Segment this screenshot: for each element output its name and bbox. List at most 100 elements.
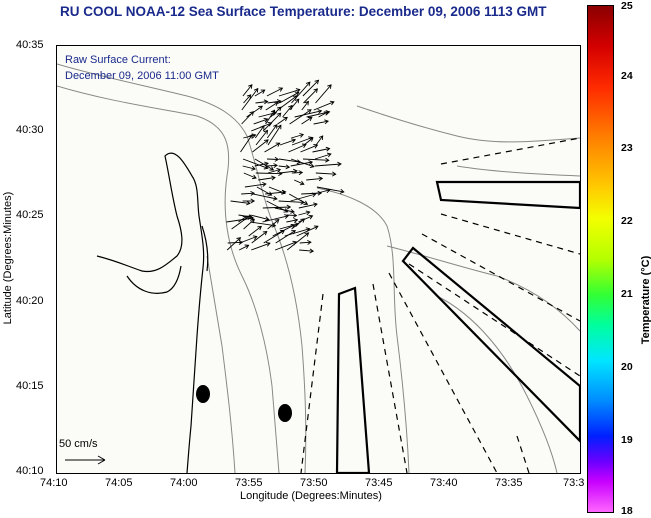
map-plot-area: Raw Surface Current: December 09, 2006 1… — [56, 45, 581, 474]
y-tick-label: 40:35 — [16, 39, 44, 51]
contour-line — [57, 63, 307, 473]
current-vector-head — [263, 99, 269, 105]
current-vector — [258, 177, 276, 181]
current-vector-head — [325, 146, 331, 152]
current-vector-head — [278, 171, 283, 176]
colorbar-tick: 19 — [621, 434, 633, 446]
current-vector-head — [304, 232, 310, 237]
current-vector-head — [246, 94, 252, 99]
region-polygon — [435, 180, 580, 210]
region-polygon — [335, 286, 371, 473]
radial-line — [408, 263, 580, 377]
current-vector — [298, 211, 310, 216]
current-vector-head — [299, 180, 305, 186]
current-vector-head — [252, 235, 258, 240]
x-tick-label: 73:35 — [495, 477, 523, 489]
current-vector — [255, 130, 268, 146]
current-vector-head — [251, 165, 256, 171]
current-vector — [306, 177, 323, 181]
current-vector-head — [309, 248, 315, 254]
current-vector-head — [250, 190, 255, 196]
current-vector-head — [245, 215, 251, 220]
coastline-hook — [201, 225, 209, 272]
radial-line — [516, 435, 530, 473]
current-vector — [250, 221, 276, 227]
current-vector — [265, 191, 286, 195]
current-vector-head — [269, 166, 275, 171]
current-vector — [299, 241, 311, 244]
current-vector — [270, 106, 282, 118]
current-vector — [262, 206, 291, 209]
current-vector — [299, 249, 314, 252]
current-vector-head — [308, 214, 314, 220]
current-vector — [266, 164, 278, 167]
current-vector-head — [248, 134, 253, 139]
current-vector-head — [324, 119, 329, 125]
current-vector-head — [253, 87, 259, 93]
y-tick-label: 40:10 — [16, 465, 44, 477]
current-vector-head — [264, 139, 269, 144]
current-vector — [243, 94, 252, 104]
coastline-bay — [126, 265, 182, 294]
current-vector-head — [275, 142, 281, 147]
current-vector — [265, 109, 275, 125]
current-vector — [318, 111, 329, 118]
current-vector-head — [276, 167, 282, 173]
current-vector-head — [284, 214, 289, 219]
current-vector — [252, 139, 269, 153]
current-vector-head — [294, 91, 300, 97]
current-vector — [242, 165, 256, 170]
buoy-marker — [196, 385, 210, 403]
current-vector — [275, 241, 297, 251]
current-vector-head — [299, 133, 305, 138]
chart-title: RU COOL NOAA-12 Sea Surface Temperature:… — [60, 4, 547, 19]
current-vector-head — [295, 88, 301, 93]
current-vector — [246, 105, 263, 118]
current-vector — [238, 215, 247, 223]
scale-label: 50 cm/s — [59, 438, 98, 450]
current-vector — [243, 172, 257, 179]
current-vector — [278, 165, 290, 168]
current-vector-head — [301, 143, 307, 149]
current-vector — [289, 98, 300, 111]
current-vector — [241, 111, 254, 125]
current-vector-head — [262, 181, 267, 187]
current-vector-head — [286, 204, 292, 210]
current-vector-head — [260, 89, 266, 94]
current-annotation-line2: December 09, 2006 11:00 GMT — [65, 70, 219, 82]
current-vector-head — [300, 218, 306, 223]
current-vector — [267, 124, 282, 146]
current-vector-head — [313, 202, 318, 208]
current-vector-head — [246, 200, 251, 206]
current-vector — [242, 158, 268, 169]
contour-line — [316, 187, 410, 473]
current-vector-head — [323, 111, 329, 116]
current-vector-head — [283, 208, 289, 213]
current-vector-head — [276, 112, 282, 118]
x-tick-label: 73:50 — [300, 477, 328, 489]
current-vector-head — [263, 129, 269, 135]
current-vector-head — [264, 161, 269, 167]
current-vector-head — [292, 213, 298, 218]
current-vector — [315, 135, 324, 146]
current-vector-head — [291, 230, 296, 235]
current-vector-head — [276, 99, 282, 105]
current-vector — [301, 116, 313, 125]
current-vector — [262, 112, 282, 132]
current-vector-head — [251, 174, 257, 180]
current-vector-head — [291, 138, 297, 144]
current-vector — [288, 144, 307, 153]
current-vector-head — [251, 133, 257, 139]
current-vector-head — [277, 106, 282, 112]
current-vector — [291, 81, 311, 104]
current-vector — [278, 158, 301, 163]
current-vector-head — [244, 244, 250, 249]
current-vector-head — [309, 163, 315, 169]
current-vector-head — [317, 190, 323, 196]
current-vector — [313, 101, 335, 111]
current-vector — [296, 225, 319, 237]
current-vector — [313, 120, 329, 125]
current-vector-head — [250, 198, 256, 204]
contour-line — [206, 255, 236, 473]
scale-arrow — [65, 455, 106, 465]
